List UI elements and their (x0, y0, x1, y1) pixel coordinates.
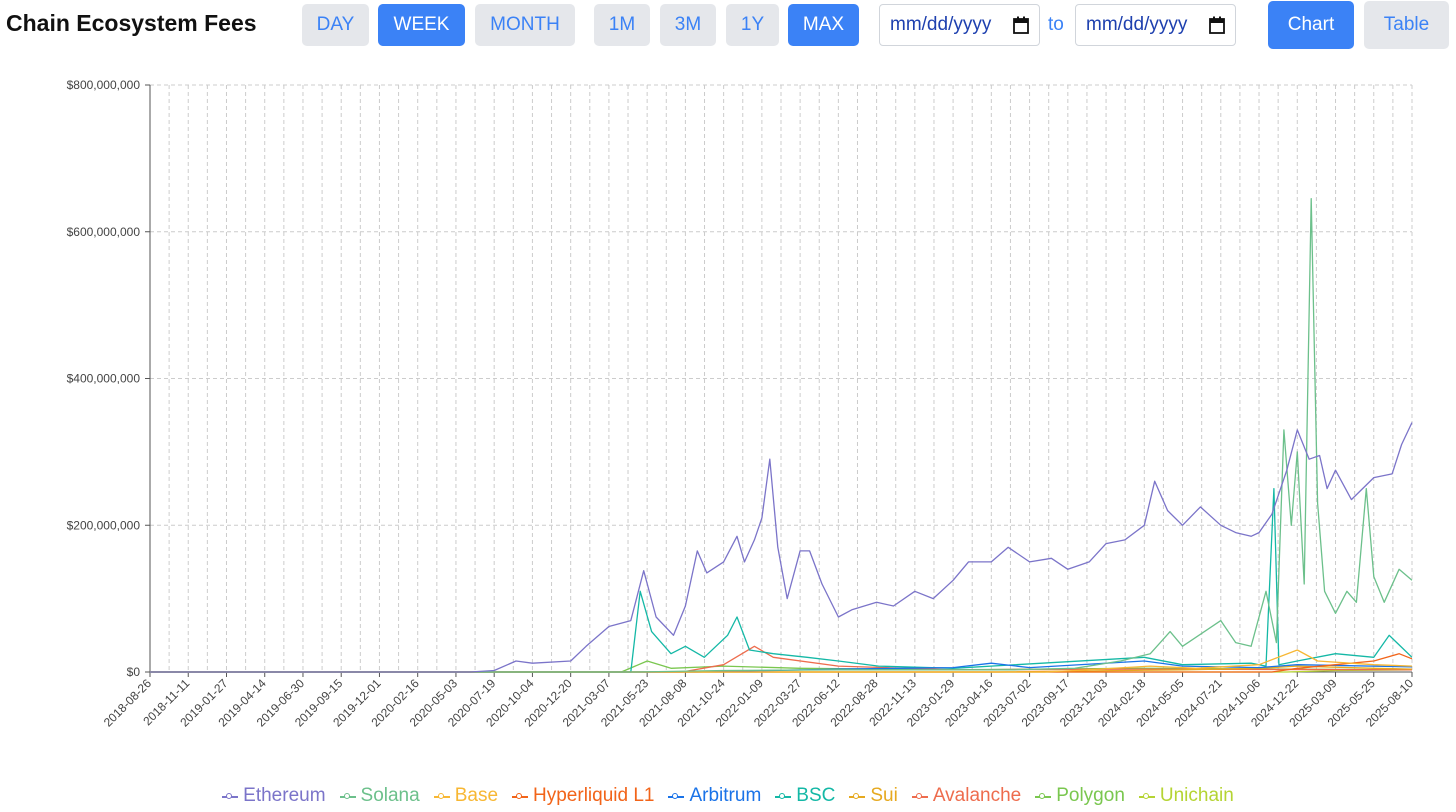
series-line-base[interactable] (150, 649, 1413, 673)
legend-item-avalanche[interactable]: Avalanche (911, 785, 1022, 807)
legend-item-bsc[interactable]: BSC (775, 785, 835, 807)
series-line-solana[interactable] (150, 198, 1413, 673)
range-3m-button[interactable]: 3M (660, 4, 716, 46)
start-date-input[interactable]: mm/dd/yyyy (879, 4, 1040, 46)
legend-marker-icon (1138, 792, 1155, 800)
chart-series (150, 198, 1413, 673)
interval-week-button[interactable]: WEEK (378, 4, 465, 46)
legend-label: Avalanche (932, 785, 1022, 806)
calendar-icon[interactable] (1209, 16, 1225, 34)
legend-label: Solana (360, 785, 420, 806)
legend-item-polygon[interactable]: Polygon (1035, 785, 1125, 807)
legend-label: Hyperliquid L1 (533, 785, 655, 806)
series-line-hyperliquid-l1[interactable] (150, 653, 1413, 673)
y-tick-label: $600,000,000 (67, 225, 141, 239)
y-tick-label: $0 (127, 665, 141, 679)
legend-item-sui[interactable]: Sui (849, 785, 898, 807)
date-range-to-label: to (1048, 14, 1064, 35)
range-1y-button[interactable]: 1Y (726, 4, 779, 46)
legend-label: Polygon (1056, 785, 1125, 806)
end-date-input[interactable]: mm/dd/yyyy (1075, 4, 1236, 46)
legend-item-solana[interactable]: Solana (339, 785, 420, 807)
legend-label: Base (454, 785, 499, 806)
legend-label: BSC (796, 785, 836, 806)
fees-line-chart: $0 $200,000,000 $400,000,000 $600,000,000 $8… (67, 78, 1417, 730)
calendar-icon[interactable] (1013, 16, 1029, 34)
legend-item-arbitrum[interactable]: Arbitrum (668, 785, 761, 807)
interval-day-button[interactable]: DAY (302, 4, 369, 46)
legend-marker-icon (849, 792, 866, 800)
legend-marker-icon (339, 792, 356, 800)
series-line-avalanche[interactable] (150, 645, 1413, 673)
legend-marker-icon (222, 792, 239, 800)
legend-item-base[interactable]: Base (433, 785, 499, 807)
chart-grid (150, 84, 1413, 672)
y-tick-label: $200,000,000 (67, 518, 141, 532)
table-view-button[interactable]: Table (1364, 1, 1449, 49)
page-title: Chain Ecosystem Fees (6, 10, 257, 36)
series-line-bsc[interactable] (150, 487, 1413, 673)
legend-item-hyperliquid-l1[interactable]: Hyperliquid L1 (512, 785, 654, 807)
y-tick-label: $800,000,000 (67, 78, 141, 92)
legend-marker-icon (1035, 792, 1052, 800)
chart-view-button[interactable]: Chart (1268, 1, 1354, 49)
chart-legend: Ethereum Solana Base Hyperliquid L1 Arbitrum… (0, 785, 1456, 807)
legend-marker-icon (433, 792, 450, 800)
legend-marker-icon (775, 792, 792, 800)
range-1m-button[interactable]: 1M (594, 4, 650, 46)
legend-label: Ethereum (243, 785, 326, 806)
legend-item-ethereum[interactable]: Ethereum (222, 785, 326, 807)
chart-axes: $0 $200,000,000 $400,000,000 $600,000,000 $8… (67, 78, 1417, 730)
legend-label: Unichain (1159, 785, 1234, 806)
y-tick-label: $400,000,000 (67, 372, 141, 386)
end-date-placeholder: mm/dd/yyyy (1086, 14, 1188, 35)
legend-label: Sui (870, 785, 898, 806)
legend-marker-icon (668, 792, 685, 800)
legend-label: Arbitrum (689, 785, 762, 806)
range-max-button[interactable]: MAX (788, 4, 859, 46)
legend-item-unichain[interactable]: Unichain (1138, 785, 1234, 807)
legend-marker-icon (911, 792, 928, 800)
start-date-placeholder: mm/dd/yyyy (890, 14, 992, 35)
series-line-ethereum[interactable] (150, 422, 1413, 673)
legend-marker-icon (512, 792, 529, 800)
interval-month-button[interactable]: MONTH (475, 4, 575, 46)
